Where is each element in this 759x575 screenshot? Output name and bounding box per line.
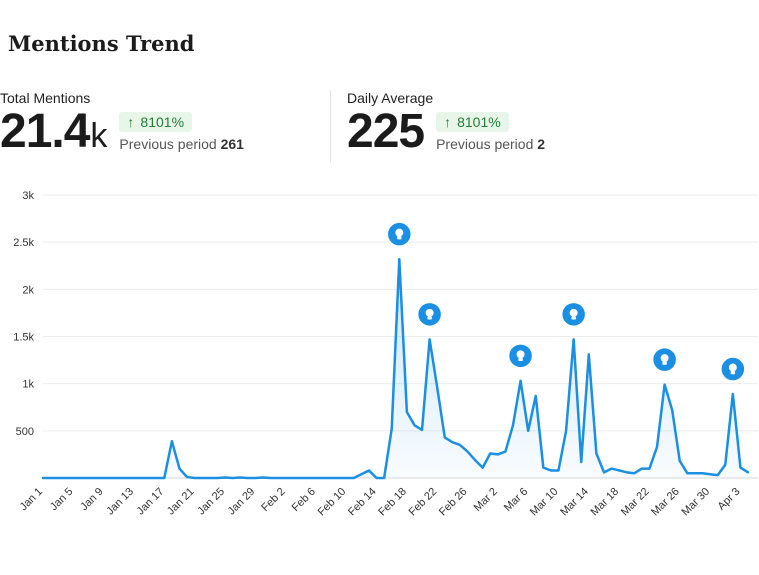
y-tick-label: 2.5k — [13, 237, 34, 249]
bulb-base — [662, 361, 667, 365]
chart-title: Mentions Trend — [8, 31, 195, 56]
bulb-glass — [569, 308, 578, 317]
y-tick-label: 3k — [22, 190, 34, 202]
bulb-glass — [660, 354, 669, 363]
previous-period-label: Previous period — [119, 136, 217, 152]
lightbulb-icon[interactable] — [386, 221, 413, 247]
bulb-glass — [728, 363, 737, 372]
previous-period-value: 261 — [220, 136, 244, 152]
x-tick-label: Feb 18 — [376, 486, 409, 519]
lightbulb-icon[interactable] — [651, 346, 678, 373]
previous-period: Previous period 2 — [436, 136, 545, 152]
kpi-unit: k — [90, 117, 108, 155]
series-line — [41, 257, 750, 480]
kpi-daily-average: Daily Average 225 ↑ 8101% Previous perio… — [347, 90, 545, 156]
delta-badge: ↑ 8101% — [119, 112, 193, 132]
lightbulb-icon[interactable] — [416, 301, 443, 328]
y-tick-label: 1k — [22, 379, 34, 391]
bulb-glass — [395, 228, 404, 237]
x-tick-label: Mar 10 — [528, 486, 561, 519]
x-tick-label: Mar 30 — [680, 486, 713, 519]
x-tick-label: Feb 6 — [290, 486, 318, 514]
x-tick-label: Mar 22 — [619, 486, 652, 519]
x-tick-label: Feb 14 — [346, 486, 379, 519]
kpi-divider — [330, 90, 331, 162]
x-tick-label: Mar 18 — [589, 486, 622, 519]
bulb-base — [518, 357, 523, 362]
x-tick-label: Jan 17 — [135, 486, 167, 518]
x-tick-label: Feb 26 — [437, 486, 470, 519]
bulb-base — [397, 236, 402, 240]
lightbulb-icon[interactable] — [720, 356, 746, 382]
x-tick-label: Feb 22 — [407, 486, 440, 519]
x-tick-label: Jan 13 — [104, 486, 136, 518]
kpi-value: 21.4 — [0, 105, 90, 158]
x-tick-label: Feb 10 — [316, 486, 349, 519]
kpi-value: 225 — [347, 105, 425, 158]
bulb-base — [730, 371, 736, 375]
previous-period-label: Previous period — [436, 136, 534, 152]
arrow-up-icon: ↑ — [444, 114, 452, 130]
x-tick-label: Jan 1 — [18, 486, 46, 514]
y-tick-label: 1.5k — [13, 332, 34, 344]
x-tick-label: Jan 5 — [48, 486, 76, 514]
bulb-base — [427, 316, 432, 320]
y-tick-label: 500 — [16, 426, 34, 438]
x-tick-label: Feb 2 — [259, 486, 287, 514]
delta-badge: ↑ 8101% — [436, 112, 509, 132]
previous-period: Previous period 261 — [119, 136, 244, 152]
kpi-label: Total Mentions — [0, 90, 91, 106]
y-tick-label: 2k — [22, 284, 34, 296]
x-tick-label: Apr 3 — [715, 486, 742, 513]
previous-period-value: 2 — [537, 136, 546, 152]
arrow-up-icon: ↑ — [127, 114, 135, 130]
delta-value: 8101% — [140, 114, 185, 130]
x-tick-label: Mar 26 — [649, 486, 682, 519]
x-tick-label: Jan 29 — [226, 486, 258, 518]
bulb-glass — [425, 308, 434, 317]
x-tick-label: Jan 25 — [195, 486, 227, 518]
lightbulb-icon[interactable] — [560, 301, 587, 328]
x-tick-label: Mar 14 — [558, 486, 591, 519]
x-tick-label: Jan 9 — [78, 486, 106, 514]
kpi-label: Daily Average — [347, 90, 434, 106]
bulb-glass — [516, 350, 525, 359]
delta-value: 8101% — [457, 114, 501, 130]
x-tick-label: Jan 21 — [165, 486, 197, 518]
lightbulb-icon[interactable] — [507, 343, 534, 369]
bulb-base — [571, 316, 576, 320]
kpi-total-mentions: Total Mentions 21.4 k ↑ 8101% Previous p… — [0, 90, 244, 156]
x-tick-label: Mar 2 — [472, 486, 500, 514]
x-tick-label: Mar 6 — [502, 486, 530, 514]
